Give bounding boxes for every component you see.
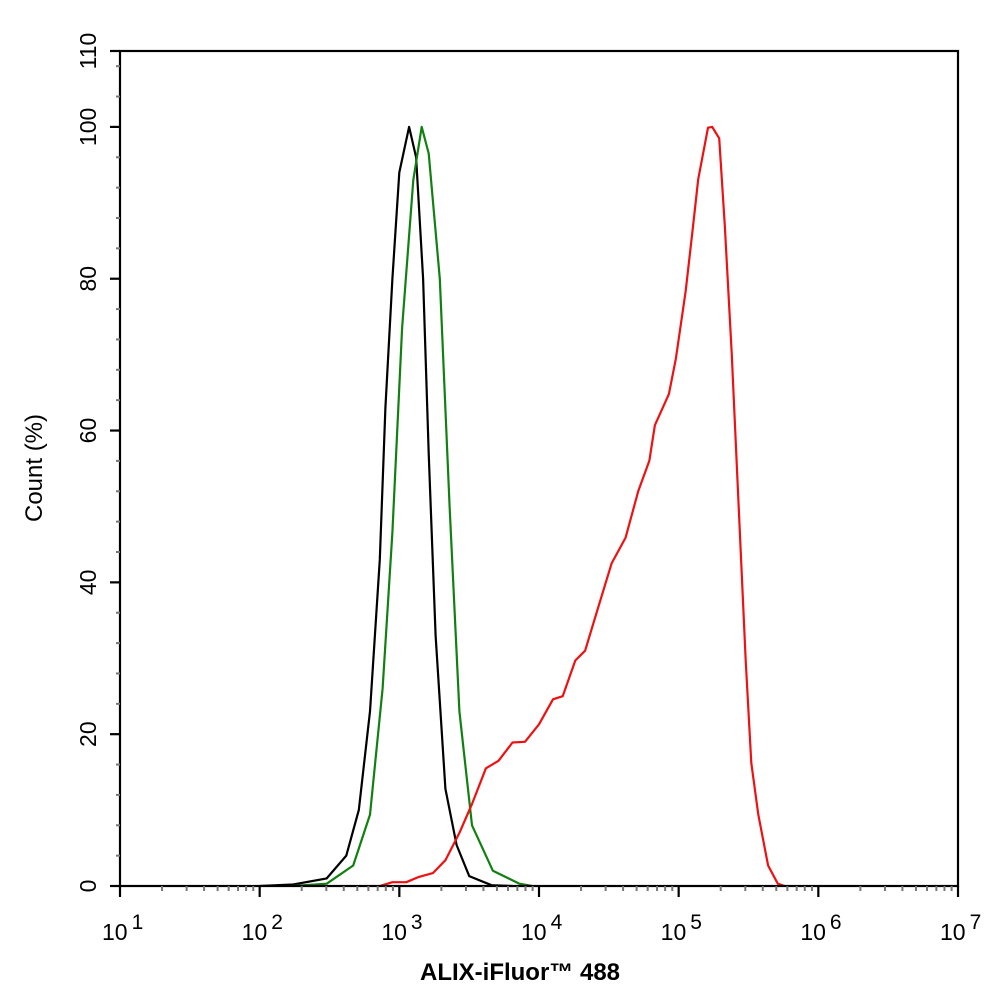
x-tick-exponent: 3 (411, 911, 423, 934)
y-tick-label: 100 (75, 108, 101, 146)
y-tick-label: 60 (75, 418, 101, 444)
x-tick-label: 10 6 (800, 911, 841, 945)
x-tick-exponent: 7 (970, 911, 982, 934)
y-tick-labels: 0 20 40 60 80 100 110 (75, 33, 101, 893)
x-tick-base: 10 (381, 919, 407, 945)
x-tick-label: 10 2 (242, 911, 283, 945)
series-line-2 (379, 125, 786, 888)
x-tick-exponent: 6 (830, 911, 842, 934)
x-tick-label: 10 5 (661, 911, 702, 945)
y-tick-label: 40 (75, 570, 101, 596)
y-tick-label: 0 (75, 880, 101, 893)
y-axis-title: Count (%) (21, 414, 48, 522)
x-tick-label: 10 3 (381, 911, 422, 945)
x-tick-base: 10 (102, 919, 128, 945)
x-tick-base: 10 (661, 919, 687, 945)
y-tick-label: 80 (75, 266, 101, 292)
x-tick-label: 10 4 (521, 911, 563, 945)
x-tick-labels: 10 1 10 2 10 3 10 4 10 5 10 6 10 7 (102, 911, 981, 945)
x-tick-exponent: 5 (690, 911, 702, 934)
x-tick-base: 10 (940, 919, 966, 945)
series-line-1 (293, 125, 533, 888)
plot-frame (118, 49, 960, 888)
x-tick-exponent: 1 (132, 911, 144, 934)
x-tick-exponent: 2 (271, 911, 283, 934)
axes (110, 49, 960, 897)
x-tick-base: 10 (800, 919, 826, 945)
x-tick-label: 10 1 (102, 911, 143, 945)
x-axis-title: ALIX-iFluor™ 488 (420, 959, 620, 986)
y-tick-label: 20 (75, 721, 101, 747)
x-tick-base: 10 (521, 919, 547, 945)
x-tick-exponent: 4 (551, 911, 563, 934)
y-tick-label: 110 (75, 33, 101, 70)
x-tick-base: 10 (242, 919, 268, 945)
x-tick-label: 10 7 (940, 911, 981, 945)
series-line-0 (259, 125, 513, 888)
series-layer (259, 125, 786, 888)
